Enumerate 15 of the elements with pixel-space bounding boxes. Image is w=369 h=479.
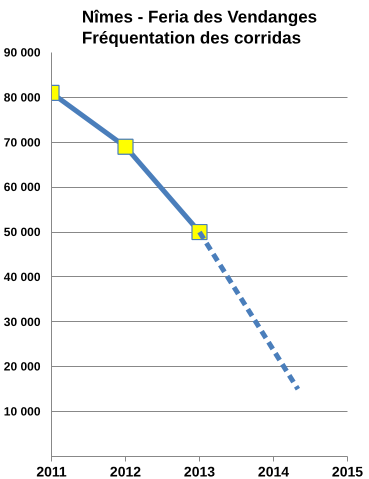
y-tick-label: 10 000 — [4, 404, 41, 419]
x-tick-label: 2015 — [332, 464, 364, 479]
x-tick-label: 2011 — [36, 464, 67, 479]
x-tick-label: 2014 — [258, 464, 290, 479]
y-tick-label: 70 000 — [4, 135, 41, 150]
y-tick-label: 60 000 — [4, 180, 41, 194]
y-tick-label: 90 000 — [4, 46, 41, 60]
y-tick-label: 80 000 — [4, 90, 41, 104]
y-tick-label: 30 000 — [4, 314, 41, 329]
x-tick-label: 2012 — [110, 464, 142, 479]
y-tick-label: 50 000 — [4, 225, 41, 240]
x-tick-label: 2013 — [184, 464, 216, 479]
y-tick-label: 40 000 — [4, 270, 41, 284]
chart-title: Nîmes - Feria des Vendanges Fréquentation des corridas — [82, 8, 318, 48]
y-tick-label: 20 000 — [4, 360, 41, 374]
